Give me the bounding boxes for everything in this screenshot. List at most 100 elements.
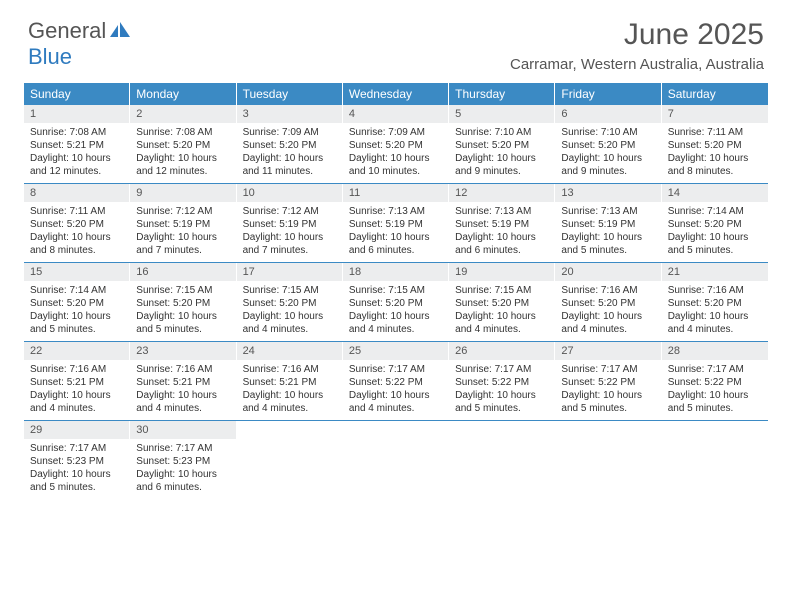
day-number: 16 bbox=[130, 263, 236, 281]
sunrise-text: Sunrise: 7:10 AM bbox=[561, 126, 655, 139]
logo-word2: Blue bbox=[28, 44, 72, 69]
day-number: 25 bbox=[343, 342, 449, 360]
sunrise-text: Sunrise: 7:15 AM bbox=[136, 284, 230, 297]
day-body: Sunrise: 7:12 AMSunset: 5:19 PMDaylight:… bbox=[237, 202, 343, 261]
daylight-text-1: Daylight: 10 hours bbox=[668, 389, 762, 402]
day-body: Sunrise: 7:16 AMSunset: 5:21 PMDaylight:… bbox=[237, 360, 343, 419]
day-cell: 30Sunrise: 7:17 AMSunset: 5:23 PMDayligh… bbox=[130, 421, 236, 499]
day-cell: 10Sunrise: 7:12 AMSunset: 5:19 PMDayligh… bbox=[237, 184, 343, 262]
daylight-text-1: Daylight: 10 hours bbox=[561, 231, 655, 244]
weekday-header: Saturday bbox=[662, 83, 768, 105]
sunset-text: Sunset: 5:20 PM bbox=[455, 139, 549, 152]
day-cell: 23Sunrise: 7:16 AMSunset: 5:21 PMDayligh… bbox=[130, 342, 236, 420]
day-number: 6 bbox=[555, 105, 661, 123]
sunrise-text: Sunrise: 7:13 AM bbox=[561, 205, 655, 218]
weekday-header: Monday bbox=[130, 83, 236, 105]
calendar: SundayMondayTuesdayWednesdayThursdayFrid… bbox=[0, 77, 792, 499]
sunset-text: Sunset: 5:19 PM bbox=[243, 218, 337, 231]
day-cell: 21Sunrise: 7:16 AMSunset: 5:20 PMDayligh… bbox=[662, 263, 768, 341]
sunrise-text: Sunrise: 7:17 AM bbox=[136, 442, 230, 455]
day-cell: 6Sunrise: 7:10 AMSunset: 5:20 PMDaylight… bbox=[555, 105, 661, 183]
day-cell: 7Sunrise: 7:11 AMSunset: 5:20 PMDaylight… bbox=[662, 105, 768, 183]
sunset-text: Sunset: 5:21 PM bbox=[30, 376, 124, 389]
day-number: 30 bbox=[130, 421, 236, 439]
daylight-text-2: and 4 minutes. bbox=[243, 402, 337, 415]
daylight-text-1: Daylight: 10 hours bbox=[561, 389, 655, 402]
day-body: Sunrise: 7:16 AMSunset: 5:20 PMDaylight:… bbox=[662, 281, 768, 340]
daylight-text-1: Daylight: 10 hours bbox=[136, 468, 230, 481]
day-body: Sunrise: 7:17 AMSunset: 5:22 PMDaylight:… bbox=[449, 360, 555, 419]
daylight-text-1: Daylight: 10 hours bbox=[561, 152, 655, 165]
daylight-text-2: and 8 minutes. bbox=[30, 244, 124, 257]
day-body: Sunrise: 7:15 AMSunset: 5:20 PMDaylight:… bbox=[130, 281, 236, 340]
sunset-text: Sunset: 5:20 PM bbox=[30, 218, 124, 231]
sunrise-text: Sunrise: 7:15 AM bbox=[455, 284, 549, 297]
day-cell: 15Sunrise: 7:14 AMSunset: 5:20 PMDayligh… bbox=[24, 263, 130, 341]
sunset-text: Sunset: 5:20 PM bbox=[349, 139, 443, 152]
day-cell: 22Sunrise: 7:16 AMSunset: 5:21 PMDayligh… bbox=[24, 342, 130, 420]
day-number: 28 bbox=[662, 342, 768, 360]
sunset-text: Sunset: 5:20 PM bbox=[561, 297, 655, 310]
day-body: Sunrise: 7:08 AMSunset: 5:21 PMDaylight:… bbox=[24, 123, 130, 182]
daylight-text-2: and 6 minutes. bbox=[136, 481, 230, 494]
day-body: Sunrise: 7:14 AMSunset: 5:20 PMDaylight:… bbox=[662, 202, 768, 261]
daylight-text-1: Daylight: 10 hours bbox=[136, 152, 230, 165]
daylight-text-2: and 7 minutes. bbox=[243, 244, 337, 257]
sunset-text: Sunset: 5:22 PM bbox=[455, 376, 549, 389]
day-cell: 12Sunrise: 7:13 AMSunset: 5:19 PMDayligh… bbox=[449, 184, 555, 262]
daylight-text-1: Daylight: 10 hours bbox=[349, 310, 443, 323]
daylight-text-2: and 5 minutes. bbox=[668, 244, 762, 257]
daylight-text-2: and 9 minutes. bbox=[455, 165, 549, 178]
day-number: 8 bbox=[24, 184, 130, 202]
day-cell: 18Sunrise: 7:15 AMSunset: 5:20 PMDayligh… bbox=[343, 263, 449, 341]
day-number: 27 bbox=[555, 342, 661, 360]
daylight-text-2: and 11 minutes. bbox=[243, 165, 337, 178]
daylight-text-1: Daylight: 10 hours bbox=[243, 310, 337, 323]
day-cell: 9Sunrise: 7:12 AMSunset: 5:19 PMDaylight… bbox=[130, 184, 236, 262]
empty-day-cell bbox=[555, 421, 661, 499]
sunset-text: Sunset: 5:21 PM bbox=[136, 376, 230, 389]
day-body: Sunrise: 7:17 AMSunset: 5:23 PMDaylight:… bbox=[130, 439, 236, 498]
day-number: 13 bbox=[555, 184, 661, 202]
day-number: 24 bbox=[237, 342, 343, 360]
daylight-text-1: Daylight: 10 hours bbox=[455, 231, 549, 244]
sunrise-text: Sunrise: 7:17 AM bbox=[30, 442, 124, 455]
day-body: Sunrise: 7:14 AMSunset: 5:20 PMDaylight:… bbox=[24, 281, 130, 340]
logo-sail-icon bbox=[110, 18, 132, 44]
month-title: June 2025 bbox=[510, 18, 764, 52]
sunrise-text: Sunrise: 7:16 AM bbox=[561, 284, 655, 297]
sunrise-text: Sunrise: 7:12 AM bbox=[136, 205, 230, 218]
day-cell: 8Sunrise: 7:11 AMSunset: 5:20 PMDaylight… bbox=[24, 184, 130, 262]
daylight-text-1: Daylight: 10 hours bbox=[243, 231, 337, 244]
day-cell: 24Sunrise: 7:16 AMSunset: 5:21 PMDayligh… bbox=[237, 342, 343, 420]
day-body: Sunrise: 7:10 AMSunset: 5:20 PMDaylight:… bbox=[449, 123, 555, 182]
daylight-text-1: Daylight: 10 hours bbox=[30, 310, 124, 323]
logo: GeneralBlue bbox=[28, 18, 132, 70]
daylight-text-1: Daylight: 10 hours bbox=[668, 310, 762, 323]
day-number: 29 bbox=[24, 421, 130, 439]
day-body: Sunrise: 7:11 AMSunset: 5:20 PMDaylight:… bbox=[24, 202, 130, 261]
sunrise-text: Sunrise: 7:17 AM bbox=[455, 363, 549, 376]
sunrise-text: Sunrise: 7:15 AM bbox=[243, 284, 337, 297]
sunset-text: Sunset: 5:20 PM bbox=[136, 297, 230, 310]
day-number: 21 bbox=[662, 263, 768, 281]
sunrise-text: Sunrise: 7:11 AM bbox=[30, 205, 124, 218]
day-cell: 20Sunrise: 7:16 AMSunset: 5:20 PMDayligh… bbox=[555, 263, 661, 341]
sunrise-text: Sunrise: 7:16 AM bbox=[243, 363, 337, 376]
daylight-text-2: and 10 minutes. bbox=[349, 165, 443, 178]
day-cell: 25Sunrise: 7:17 AMSunset: 5:22 PMDayligh… bbox=[343, 342, 449, 420]
daylight-text-1: Daylight: 10 hours bbox=[30, 152, 124, 165]
daylight-text-1: Daylight: 10 hours bbox=[136, 231, 230, 244]
day-number: 26 bbox=[449, 342, 555, 360]
daylight-text-1: Daylight: 10 hours bbox=[30, 389, 124, 402]
sunset-text: Sunset: 5:20 PM bbox=[668, 139, 762, 152]
sunrise-text: Sunrise: 7:09 AM bbox=[349, 126, 443, 139]
sunset-text: Sunset: 5:23 PM bbox=[30, 455, 124, 468]
day-body: Sunrise: 7:17 AMSunset: 5:22 PMDaylight:… bbox=[343, 360, 449, 419]
day-number: 4 bbox=[343, 105, 449, 123]
day-body: Sunrise: 7:13 AMSunset: 5:19 PMDaylight:… bbox=[555, 202, 661, 261]
week-row: 29Sunrise: 7:17 AMSunset: 5:23 PMDayligh… bbox=[24, 421, 768, 499]
daylight-text-1: Daylight: 10 hours bbox=[30, 468, 124, 481]
daylight-text-1: Daylight: 10 hours bbox=[136, 310, 230, 323]
day-body: Sunrise: 7:16 AMSunset: 5:21 PMDaylight:… bbox=[24, 360, 130, 419]
